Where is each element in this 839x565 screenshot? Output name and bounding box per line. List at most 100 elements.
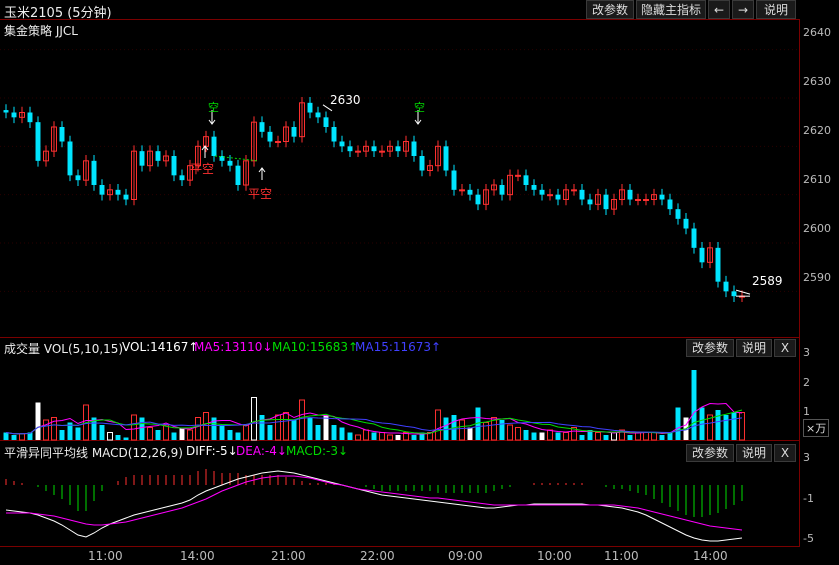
volume-bar (715, 410, 721, 440)
volume-bar (227, 430, 233, 440)
sell-signal-label: 空 (414, 101, 425, 114)
candle-body (603, 194, 609, 210)
volume-bar (643, 432, 649, 441)
price-tick: 2620 (803, 124, 831, 137)
candle-body (355, 150, 361, 153)
volume-tick: 3 (803, 346, 810, 359)
arrow-right-icon[interactable]: → (732, 0, 754, 19)
candle-body (331, 127, 337, 142)
macd-params-button[interactable]: 改参数 (686, 444, 734, 462)
candle-body (275, 141, 281, 143)
macd-help-button[interactable]: 说明 (736, 444, 772, 462)
help-button[interactable]: 说明 (756, 0, 796, 19)
volume-bar (51, 417, 57, 441)
volume-bar (659, 435, 665, 440)
candle-body (299, 102, 305, 138)
candle-body (467, 189, 473, 195)
candle-body (675, 209, 681, 219)
candle-body (307, 102, 313, 113)
volume-bar (291, 420, 297, 440)
candle-body (531, 185, 537, 190)
volume-bar (651, 432, 657, 441)
volume-bar (59, 430, 65, 440)
volume-bar (131, 414, 137, 441)
volume-help-button[interactable]: 说明 (736, 339, 772, 357)
candle-body (483, 189, 489, 205)
price-chart (0, 49, 799, 547)
volume-bar (563, 432, 569, 441)
candle-body (579, 189, 585, 200)
volume-bar (139, 417, 145, 440)
volume-bar (19, 433, 25, 441)
candle-body (171, 156, 177, 176)
sell-signal-arrowhead (208, 119, 216, 125)
candle-body (147, 150, 153, 167)
volume-bar (347, 432, 353, 440)
volume-bar (171, 432, 177, 440)
candle-body (699, 247, 705, 263)
volume-bar (323, 415, 329, 440)
macd-tick: -5 (803, 532, 814, 545)
candle-body (499, 185, 505, 195)
candle-body (259, 122, 265, 132)
volume-bar (675, 407, 681, 440)
price-tick: 2640 (803, 26, 831, 39)
candle-body (19, 112, 25, 118)
candle-body (507, 174, 513, 196)
candle-body (451, 170, 457, 190)
volume-bar (155, 430, 161, 440)
volume-bar (555, 432, 561, 440)
candle-body (459, 189, 465, 192)
candle-body (235, 165, 241, 185)
volume-bar (195, 417, 201, 441)
candle-body (3, 110, 9, 113)
macd-tick: -1 (803, 492, 814, 505)
candle-body (667, 199, 673, 210)
sell-signal-label: 空 (208, 101, 219, 114)
candle-body (587, 199, 593, 205)
candle-body (11, 112, 17, 118)
volume-close-button[interactable]: X (774, 339, 796, 357)
candle-body (691, 228, 697, 248)
macd-label: 平滑异同平均线 MACD(12,26,9) (4, 446, 183, 460)
volume-params-button[interactable]: 改参数 (686, 339, 734, 357)
volume-bar (35, 402, 41, 440)
volume-bar (235, 432, 241, 440)
arrow-left-icon[interactable]: ← (708, 0, 730, 19)
candle-body (347, 146, 353, 152)
price-tick: 2590 (803, 271, 831, 284)
hide-main-indicator-button[interactable]: 隐藏主指标 (636, 0, 706, 19)
cover-signal-label: 平空 (248, 187, 273, 201)
candle-body (515, 174, 521, 177)
time-tick: 10:00 (537, 549, 572, 563)
volume-bar (211, 417, 217, 440)
candle-body (163, 155, 169, 162)
macd-close-button[interactable]: X (774, 444, 796, 462)
signal-link-line (214, 155, 259, 162)
last-price-label: 2589 (752, 274, 783, 288)
volume-bar (603, 435, 609, 440)
candle-body (363, 145, 369, 152)
candle-body (291, 127, 297, 137)
pane-divider (0, 337, 800, 338)
candle-body (387, 145, 393, 152)
volume-bar (731, 412, 737, 440)
change-params-button[interactable]: 改参数 (586, 0, 634, 19)
volume-bar (507, 424, 513, 441)
candle-body (635, 199, 641, 201)
volume-bar (539, 432, 545, 440)
candle-body (243, 160, 249, 186)
candle-body (435, 145, 441, 167)
axis-divider (799, 19, 800, 547)
candle-body (315, 112, 321, 118)
volume-bar (635, 432, 641, 441)
volume-bar (307, 417, 313, 440)
candle-body (619, 189, 625, 200)
volume-tick: 1 (803, 405, 810, 418)
candle-body (419, 156, 425, 171)
candle-body (683, 218, 689, 229)
volume-label: 成交量 VOL(5,10,15) (4, 342, 124, 356)
candle-body (91, 160, 97, 185)
volume-bar (691, 370, 697, 440)
diff-value: DIFF:-5↓ (186, 444, 238, 458)
